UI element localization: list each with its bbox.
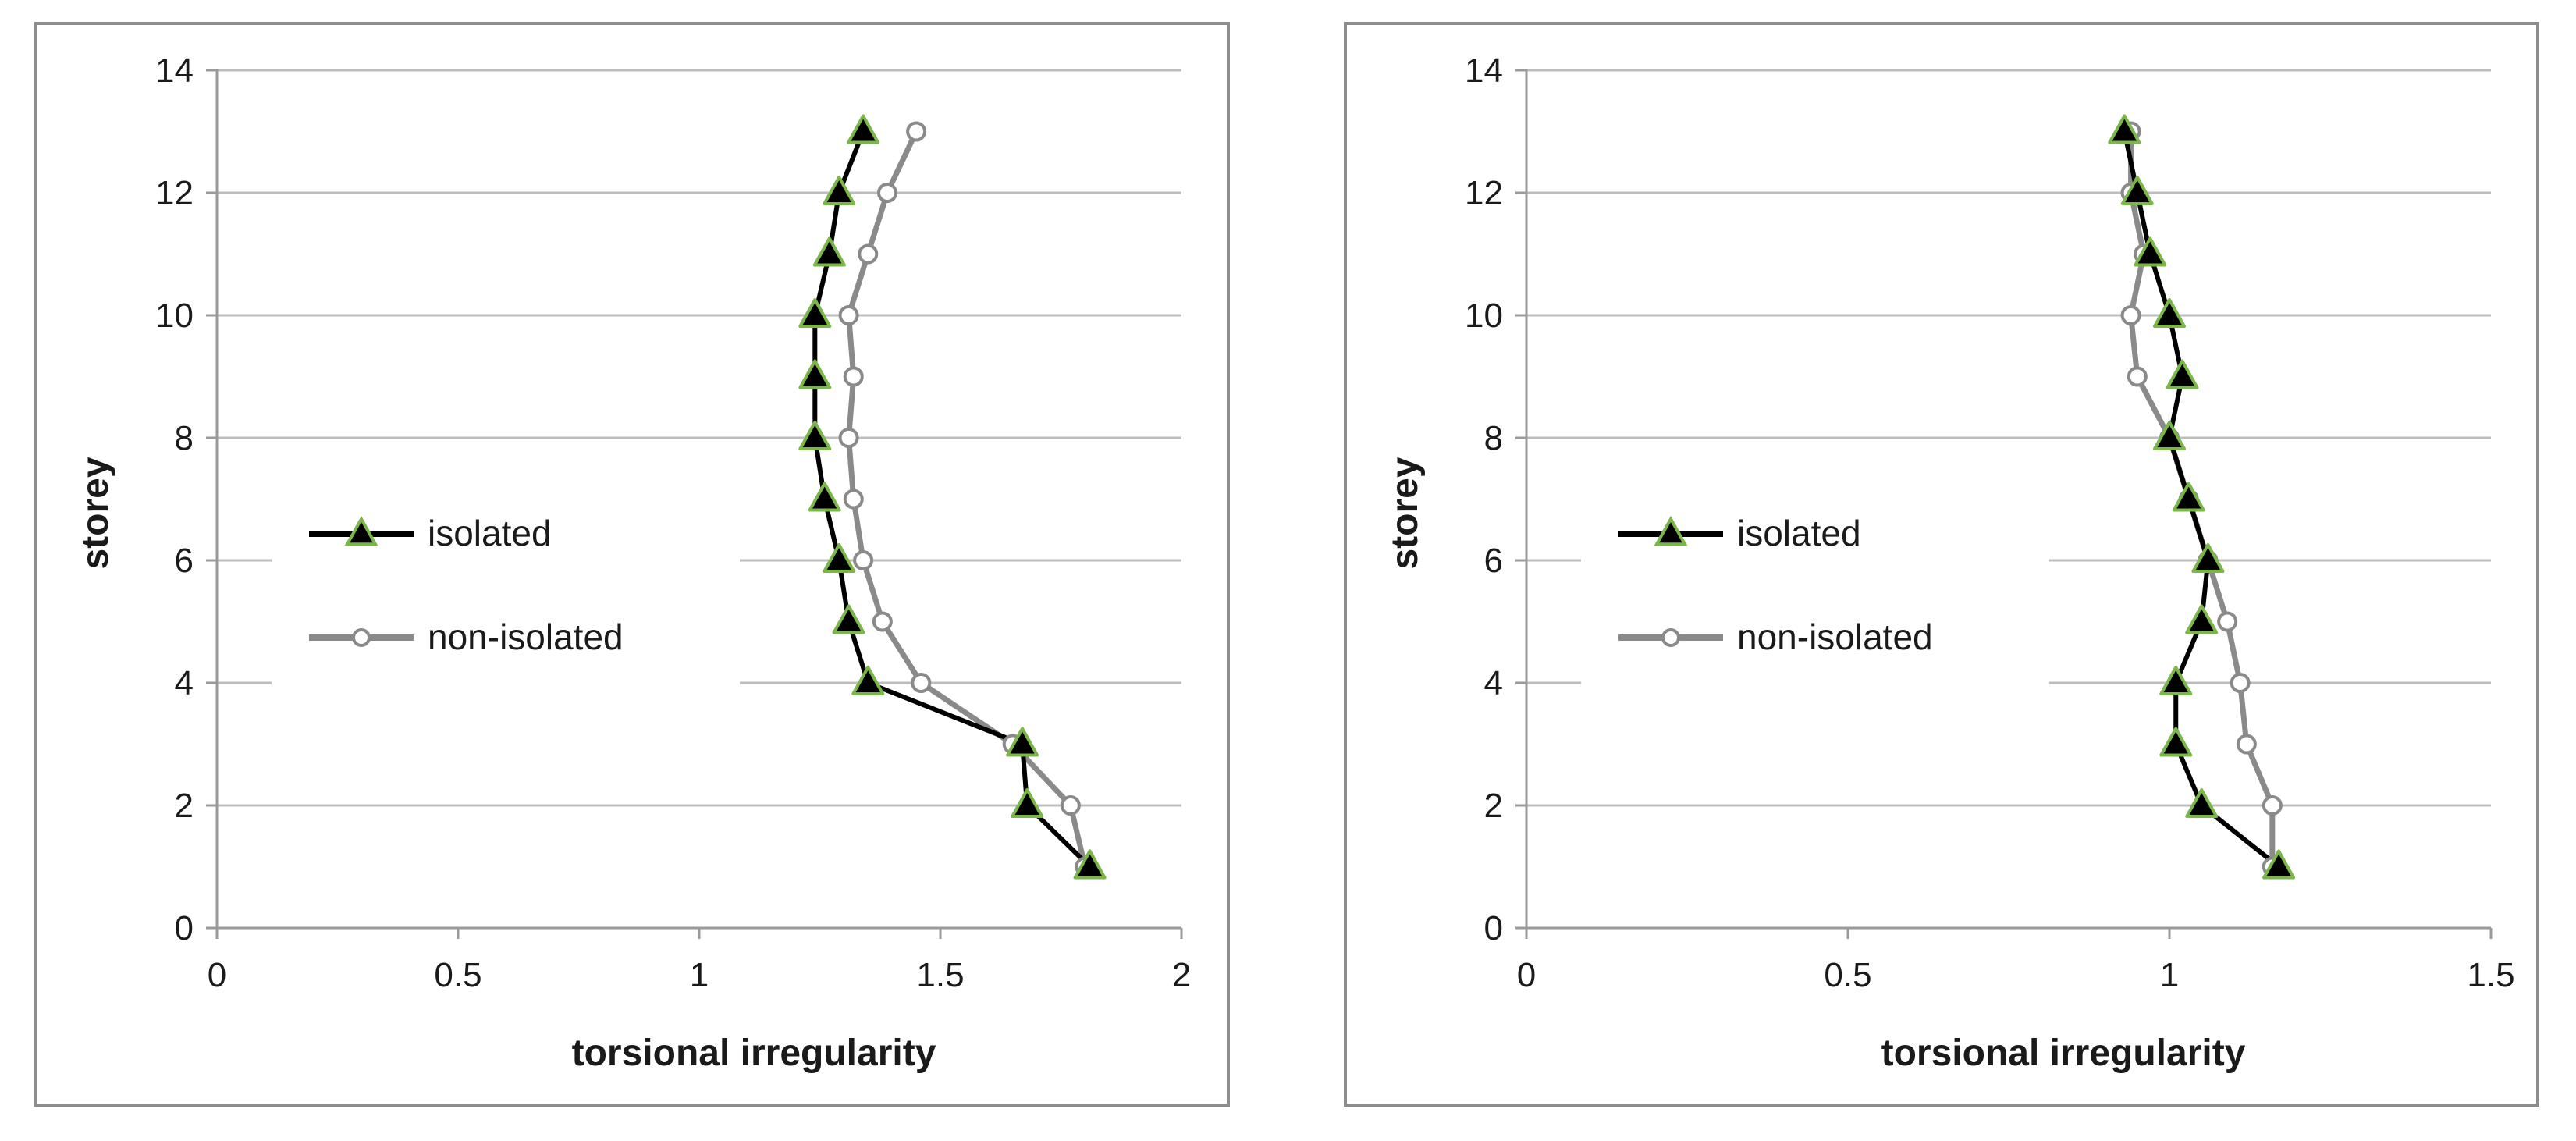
y-tick-label: 4: [1484, 664, 1503, 702]
point-isolated: [823, 543, 856, 573]
series-line-non-isolated: [846, 130, 1088, 868]
y-tick-label: 0: [175, 909, 194, 947]
point-isolated: [798, 359, 832, 389]
y-tick-label: 8: [175, 419, 194, 457]
y-tick-label: 14: [1465, 52, 1503, 90]
legend-box: [272, 485, 740, 688]
y-tick-label: 10: [155, 297, 194, 335]
chart-panel-left: 0 2 4 6 8 10 12 14 0 0.5 1 1.5 2 torsional irregulari…: [34, 22, 1230, 1107]
x-axis-title: torsional irregularity: [572, 1033, 936, 1074]
y-tick-label: 12: [155, 174, 194, 212]
point-non-isolated: [838, 305, 859, 325]
point-isolated: [2108, 114, 2141, 144]
chart-0: 0 2 4 6 8 10 12 14 0 0.5 1 1.5 2 torsional irregulari…: [75, 52, 1191, 1074]
point-non-isolated: [911, 673, 932, 693]
y-axis-title: storey: [1384, 457, 1426, 569]
y-tick-label: 10: [1465, 297, 1503, 335]
y-tick-label: 2: [1484, 787, 1503, 825]
point-isolated: [2134, 236, 2167, 267]
legend-label-non-isolated: non-isolated: [1737, 617, 1933, 657]
point-isolated: [798, 421, 832, 450]
point-non-isolated: [843, 366, 864, 387]
legend-box: [1581, 485, 2049, 688]
x-axis-title: torsional irregularity: [1881, 1033, 2246, 1074]
point-isolated: [2120, 176, 2154, 205]
legend-marker-isolated: [1654, 515, 1688, 546]
point-isolated: [2153, 421, 2186, 450]
point-isolated: [2185, 604, 2219, 634]
point-isolated: [2185, 788, 2219, 818]
y-tick-label: 12: [1465, 174, 1503, 212]
point-isolated: [823, 176, 856, 205]
x-tick-label: 0.5: [1824, 956, 1871, 994]
point-non-isolated: [838, 428, 859, 448]
chart-1: 0 2 4 6 8 10 12 14 0 0.5 1 1.5 torsional irregularit…: [1384, 52, 2515, 1074]
legend-label-isolated: isolated: [1737, 513, 1861, 553]
legend-marker-isolated: [344, 515, 378, 546]
point-non-isolated: [2262, 795, 2283, 816]
point-isolated: [2153, 298, 2186, 328]
legend-label-isolated: isolated: [428, 513, 552, 553]
y-tick-label: 14: [155, 52, 194, 90]
point-isolated: [812, 236, 846, 267]
x-tick-label: 1.5: [2467, 956, 2514, 994]
y-tick-label: 6: [175, 542, 194, 580]
x-tick-label: 0.5: [434, 956, 481, 994]
point-isolated: [832, 604, 865, 634]
point-non-isolated: [2217, 611, 2238, 632]
x-tick-label: 0: [208, 956, 226, 994]
point-non-isolated: [2230, 673, 2251, 693]
x-tick-label: 1: [690, 956, 709, 994]
x-tick-label: 1: [2160, 956, 2179, 994]
point-isolated: [2159, 666, 2193, 695]
point-isolated: [1006, 727, 1039, 757]
y-axis-title: storey: [75, 457, 116, 569]
point-isolated: [847, 114, 880, 144]
y-tick-label: 6: [1484, 542, 1503, 580]
y-tick-label: 2: [175, 787, 194, 825]
chart-panel-right: 0 2 4 6 8 10 12 14 0 0.5 1 1.5 torsional irregularit…: [1344, 22, 2539, 1107]
point-isolated: [2159, 727, 2193, 757]
point-non-isolated: [906, 121, 927, 142]
y-tick-label: 8: [1484, 419, 1503, 457]
point-non-isolated: [877, 183, 898, 203]
point-non-isolated: [843, 489, 864, 510]
point-non-isolated: [858, 243, 879, 265]
point-non-isolated: [872, 611, 893, 632]
point-isolated: [1011, 788, 1044, 818]
y-tick-label: 4: [175, 664, 194, 702]
point-isolated: [798, 298, 832, 328]
point-isolated: [1073, 849, 1107, 880]
point-isolated: [808, 482, 841, 512]
legend-label-non-isolated: non-isolated: [428, 617, 624, 657]
point-non-isolated: [2127, 366, 2148, 387]
point-non-isolated: [2120, 305, 2141, 325]
x-tick-label: 1.5: [916, 956, 964, 994]
point-non-isolated: [1060, 795, 1081, 816]
point-non-isolated: [2236, 734, 2257, 755]
point-isolated: [2191, 543, 2225, 573]
legend-marker-non-isolated: [352, 628, 371, 647]
point-isolated: [2172, 482, 2205, 512]
point-non-isolated: [853, 550, 874, 570]
legend-marker-non-isolated: [1661, 628, 1680, 647]
x-tick-label: 0: [1517, 956, 1536, 994]
point-isolated: [851, 666, 885, 695]
point-isolated: [2166, 359, 2199, 389]
point-isolated: [2262, 849, 2296, 880]
x-tick-label: 2: [1172, 956, 1191, 994]
y-tick-label: 0: [1484, 909, 1503, 947]
